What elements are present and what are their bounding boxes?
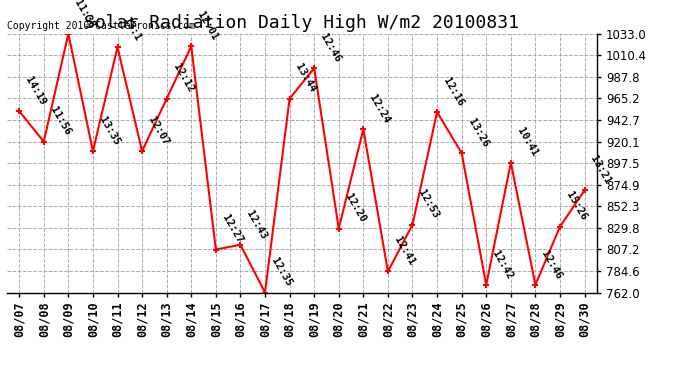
Text: Copyright 2010 CastleTronics.com: Copyright 2010 CastleTronics.com — [7, 21, 195, 31]
Text: 12:01: 12:01 — [195, 10, 219, 42]
Text: 11:56: 11:56 — [48, 105, 72, 138]
Text: 13:21: 13:21 — [589, 154, 613, 186]
Text: 12:53: 12:53 — [417, 189, 441, 220]
Text: 10:41: 10:41 — [515, 126, 540, 159]
Text: 11:38: 11:38 — [72, 0, 97, 30]
Text: 12:12: 12:12 — [171, 63, 195, 94]
Text: 12:24: 12:24 — [368, 93, 392, 125]
Text: 13:44: 13:44 — [294, 63, 318, 94]
Text: 12:41: 12:41 — [392, 235, 416, 267]
Title: Solar Radiation Daily High W/m2 20100831: Solar Radiation Daily High W/m2 20100831 — [84, 14, 520, 32]
Text: 12:46: 12:46 — [540, 249, 564, 281]
Text: 15:26: 15:26 — [564, 190, 589, 222]
Text: 12:07: 12:07 — [146, 115, 170, 147]
Text: 12:35: 12:35 — [269, 256, 293, 288]
Text: 12:16: 12:16 — [441, 76, 466, 108]
Text: 12:43: 12:43 — [244, 209, 269, 241]
Text: 13:26: 13:26 — [466, 117, 490, 149]
Text: 12:42: 12:42 — [491, 249, 515, 281]
Text: 12:20: 12:20 — [343, 192, 367, 224]
Text: 13:35: 13:35 — [97, 115, 121, 147]
Text: 14:19: 14:19 — [23, 75, 48, 107]
Text: 13:1: 13:1 — [121, 16, 143, 43]
Text: 12:27: 12:27 — [220, 213, 244, 245]
Text: 12:46: 12:46 — [318, 32, 343, 64]
